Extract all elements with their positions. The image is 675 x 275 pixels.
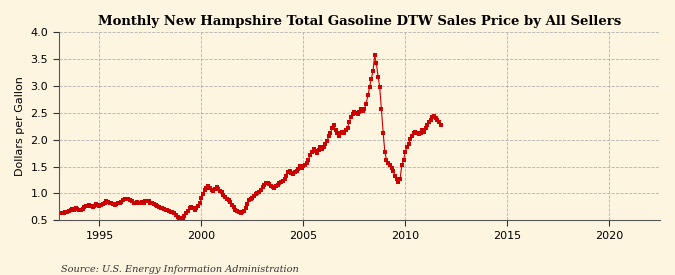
Y-axis label: Dollars per Gallon: Dollars per Gallon (15, 76, 25, 176)
Title: Monthly New Hampshire Total Gasoline DTW Sales Price by All Sellers: Monthly New Hampshire Total Gasoline DTW… (98, 15, 621, 28)
Text: Source: U.S. Energy Information Administration: Source: U.S. Energy Information Administ… (61, 265, 298, 274)
